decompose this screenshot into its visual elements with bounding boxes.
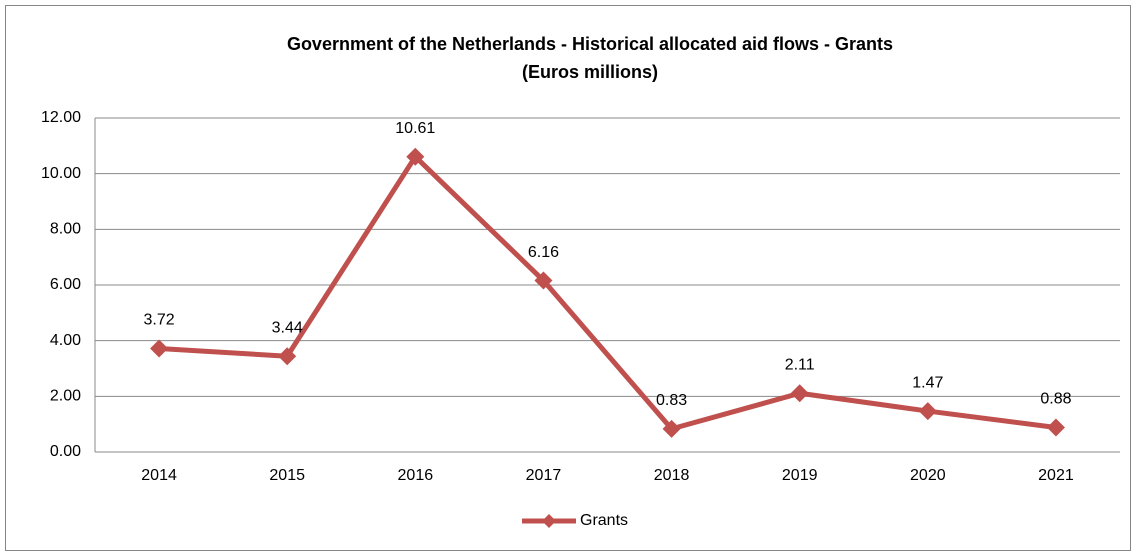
legend-label: Grants — [580, 512, 628, 529]
y-tick-label: 0.00 — [50, 443, 81, 460]
marker — [918, 402, 937, 421]
x-tick-label: 2017 — [526, 467, 562, 484]
marker — [150, 339, 169, 358]
data-label: 10.61 — [395, 120, 435, 137]
data-label: 6.16 — [528, 244, 559, 261]
x-tick-label: 2020 — [910, 467, 946, 484]
y-tick-label: 8.00 — [50, 221, 81, 238]
y-tick-label: 6.00 — [50, 276, 81, 293]
data-label: 0.88 — [1040, 391, 1071, 408]
marker — [534, 271, 553, 290]
x-tick-label: 2021 — [1038, 467, 1074, 484]
y-tick-label: 2.00 — [50, 388, 81, 405]
x-tick-label: 2019 — [782, 467, 818, 484]
data-label: 3.44 — [272, 319, 303, 336]
marker — [278, 347, 297, 366]
data-label: 0.83 — [656, 392, 687, 409]
marker — [1046, 418, 1065, 437]
chart-subtitle: (Euros millions) — [522, 62, 658, 82]
y-tick-label: 4.00 — [50, 332, 81, 349]
x-tick-label: 2018 — [654, 467, 690, 484]
series-line — [158, 154, 1057, 432]
marker — [790, 384, 809, 403]
y-tick-label: 10.00 — [41, 165, 81, 182]
x-tick-label: 2015 — [269, 467, 305, 484]
x-tick-label: 2014 — [141, 467, 177, 484]
y-tick-label: 12.00 — [41, 109, 81, 126]
legend-marker — [542, 514, 556, 528]
marker — [406, 147, 425, 166]
data-label: 2.11 — [785, 356, 815, 373]
chart-title: Government of the Netherlands - Historic… — [287, 34, 893, 54]
data-label: 3.72 — [143, 312, 174, 329]
x-tick-label: 2016 — [398, 467, 434, 484]
chart-border — [5, 5, 1131, 551]
data-label: 1.47 — [912, 374, 943, 391]
marker — [662, 419, 681, 438]
